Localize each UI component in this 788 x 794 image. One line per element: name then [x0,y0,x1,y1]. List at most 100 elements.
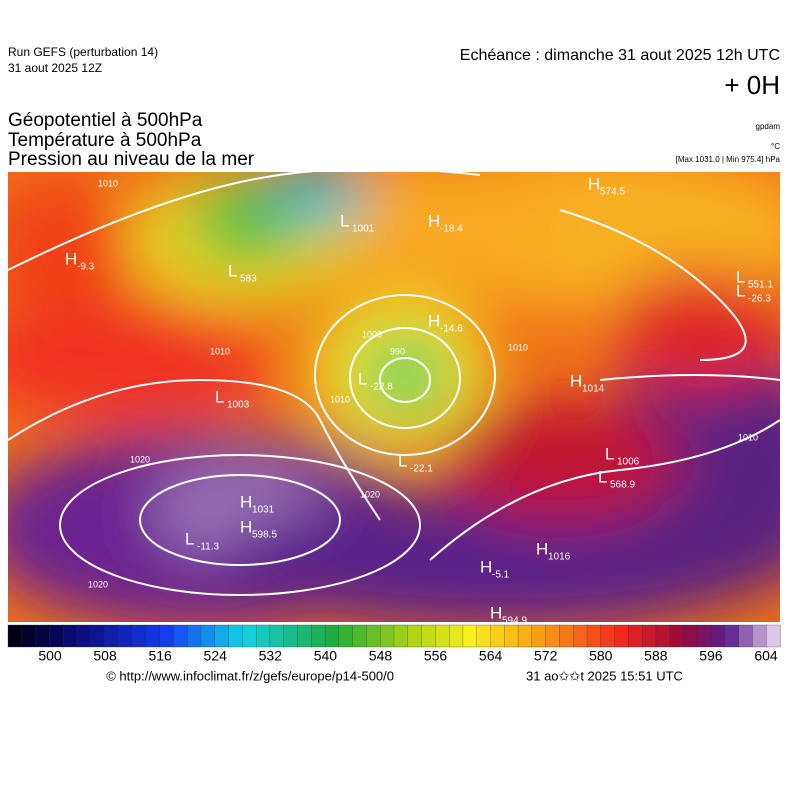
pressure-center-letter: L [736,267,745,286]
colorbar-tick-label: 564 [479,648,503,664]
colorbar-tick-label: 588 [644,648,668,664]
colorbar-swatch [683,624,698,648]
colorbar-swatch [200,624,216,648]
colorbar-swatch [517,624,533,648]
colorbar-tick-label: 580 [589,648,613,664]
pressure-center-value: 1016 [548,552,571,563]
isobar-label: 1010 [98,178,118,188]
colorbar-swatch [573,624,588,648]
colorbar-tick-label: 500 [38,648,62,664]
colorbar-swatch [104,624,119,648]
pressure-center-value: -14.6 [440,324,463,335]
pressure-center-value: 568.9 [610,480,635,491]
colorbar-swatch [131,624,147,648]
isobar-label: 1020 [130,454,150,464]
colorbar-swatch [669,624,685,648]
pressure-center-value: -11.3 [197,542,219,553]
isobar-label: 1010 [330,394,350,404]
pressure-center-letter: H [536,539,548,558]
map [8,172,780,622]
colorbar-swatch [435,624,450,648]
unit: °C [771,142,780,151]
pressure-center-letter: H [240,517,252,536]
colorbar-swatch [380,624,395,648]
pressure-center-letter: L [398,451,407,470]
colorbar-swatch [628,624,643,648]
colorbar-swatch [269,624,285,648]
colorbar-tick-label: 596 [699,648,723,664]
isobar-label: 1000 [362,329,382,339]
colorbar-swatch [62,624,78,648]
colorbar-swatch [35,624,51,648]
pressure-center-letter: L [598,467,607,486]
colorbar-swatch [504,624,519,648]
colorbar-swatch [641,624,657,648]
pressure-center-value: -22.1 [410,464,433,475]
colorbar-swatch [324,624,340,648]
colorbar-swatch [393,624,409,648]
colorbar-swatch [531,624,547,648]
isobar-label: 990 [390,346,405,356]
colorbar-swatch [559,624,574,648]
colorbar-swatch [76,624,92,648]
colorbar-swatch [173,624,188,648]
pressure-center-value: 1014 [582,384,605,395]
colorbar-swatch [462,624,478,648]
colorbar-swatch [421,624,437,648]
source-url: © http://www.infoclimat.fr/z/gefs/europe… [106,668,394,683]
field: Température à 500hPa [8,130,202,151]
colorbar-swatch [214,624,230,648]
pressure-center-value: -5.1 [492,570,510,581]
colorbar-swatch [766,624,781,648]
isobar-label: 1010 [738,432,758,442]
colorbar-swatch [90,624,106,648]
colorbar-swatch [159,624,175,648]
colorbar: 500 508 516 524 532 540 548 556 564 572 580 588 596 6… [7,624,781,664]
unit: [Max 1031.0 | Min 975.4] hPa [676,155,781,164]
pressure-center-letter: H [490,603,502,622]
colorbar-tick-label: 532 [259,648,283,664]
pressure-center-letter: H [240,492,252,511]
colorbar-swatch [490,624,505,648]
pressure-center-letter: L [215,387,224,406]
colorbar-tick-label: 508 [93,648,117,664]
colorbar-swatch [600,624,616,648]
colorbar-tick-label: 516 [148,648,172,664]
pressure-center-letter: L [736,281,745,300]
colorbar-tick-label: 572 [534,648,558,664]
pressure-center-value: 1031 [252,505,275,516]
colorbar-swatch [352,624,368,648]
run: Run GEFS (perturbation 14) [8,45,158,59]
pressure-center-letter: H [428,211,440,230]
pressure-center-letter: L [340,211,349,230]
run-date: 31 aout 2025 12Z [8,61,102,75]
colorbar-swatch [49,624,64,648]
pressure-center-letter: H [588,174,600,193]
pressure-center-letter: L [605,444,614,463]
colorbar-swatch [366,624,381,648]
pressure-center-letter: H [570,371,582,390]
pressure-center-letter: L [185,529,194,548]
pressure-center-value: -9.3 [77,262,95,273]
pressure-center-value: -22.8 [370,382,393,393]
colorbar-swatch [255,624,271,648]
colorbar-swatch [242,624,257,648]
colorbar-swatch [228,624,244,648]
isobar-label: 1020 [360,489,380,499]
pressure-center-value: 583 [240,274,257,285]
pressure-center-value: 1006 [617,457,640,468]
pressure-center-letter: L [228,261,237,280]
pressure-center-letter: H [480,557,492,576]
colorbar-swatch [724,624,740,648]
pressure-center-value: 598.5 [252,530,277,541]
unit: gpdam [756,122,781,131]
field: Géopotentiel à 500hPa [8,110,203,131]
pressure-center-value: 594.9 [502,616,527,627]
timestamp: 31 ao✩✩t 2025 15:51 UTC [526,668,683,683]
colorbar-swatch [738,624,754,648]
isobar-label: 1010 [508,342,528,352]
pressure-center-value: 574.5 [600,187,625,198]
colorbar-tick-label: 604 [754,648,778,664]
colorbar-swatch [118,624,133,648]
